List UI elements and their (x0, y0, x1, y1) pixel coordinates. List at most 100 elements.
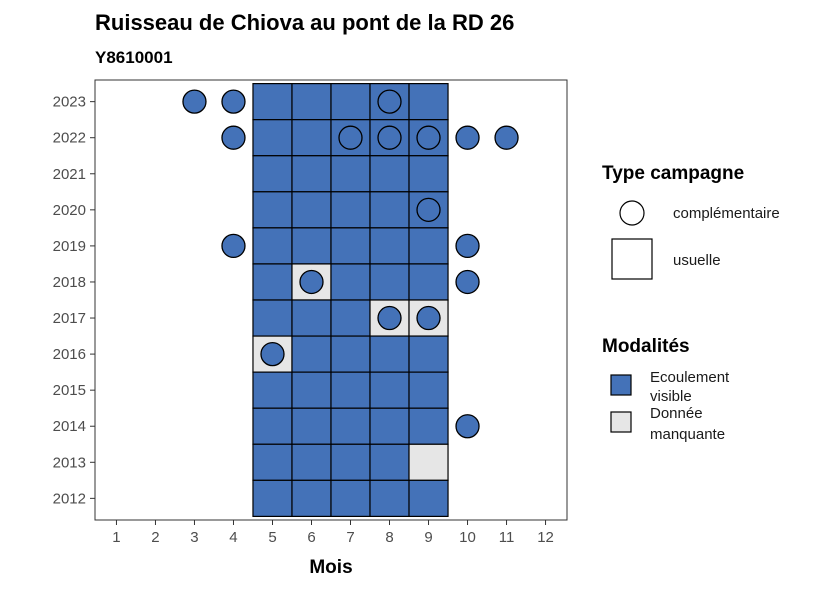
tile-2016-6 (291, 335, 332, 373)
legend: Type campagne complémentaire usuelle Mod… (602, 163, 780, 443)
tile-2016-7 (330, 335, 371, 373)
tile-2021-6 (291, 155, 332, 193)
legend-label-ecoulement-line1: Ecoulement (650, 369, 730, 386)
tile-2018-8 (369, 263, 410, 301)
tile-2013-5 (252, 443, 293, 481)
legend-key-ecoulement-visible (610, 374, 632, 396)
point-2023-4 (221, 89, 246, 114)
tile-2015-6 (291, 371, 332, 409)
legend-square-key (611, 238, 653, 280)
point-2022-4 (221, 125, 246, 150)
x-tick-label-4: 4 (229, 529, 237, 546)
x-tick-label-9: 9 (424, 529, 432, 546)
tile-2014-8 (369, 407, 410, 445)
y-tick-label-2017: 2017 (53, 310, 86, 327)
tile-2015-5 (252, 371, 293, 409)
legend-key-donnee-manquante (610, 411, 632, 433)
x-tick-label-5: 5 (268, 529, 276, 546)
legend-label-usuelle: usuelle (673, 252, 721, 269)
legend-label-ecoulement-line2: visible (650, 388, 692, 405)
point-2019-4 (221, 233, 246, 259)
tile-2017-6 (291, 299, 332, 337)
tile-2013-9 (408, 443, 449, 481)
y-tick-label-2021: 2021 (53, 166, 86, 183)
point-2022-11 (494, 125, 519, 150)
tile-2021-7 (330, 155, 371, 193)
tile-2014-7 (330, 407, 371, 445)
y-tick-label-2016: 2016 (53, 346, 86, 363)
tile-2014-9 (408, 407, 449, 445)
x-tick-label-11: 11 (499, 529, 515, 546)
tile-2021-5 (252, 155, 293, 193)
tile-2020-8 (369, 191, 410, 229)
y-tick-label-2015: 2015 (53, 382, 86, 399)
x-tick-label-7: 7 (346, 529, 354, 546)
chart-title: Ruisseau de Chiova au pont de la RD 26 (95, 10, 514, 35)
tiles-layer (252, 83, 449, 517)
tile-2018-5 (252, 263, 293, 301)
tile-2021-9 (408, 155, 449, 193)
tile-2020-7 (330, 191, 371, 229)
points-layer (182, 89, 519, 439)
tile-2012-6 (291, 479, 332, 517)
point-2022-8 (377, 125, 402, 150)
tile-2015-9 (408, 371, 449, 409)
legend-modalites-title: Modalités (602, 336, 690, 357)
tile-2018-7 (330, 263, 371, 301)
tile-2019-6 (291, 227, 332, 265)
x-tick-label-2: 2 (151, 529, 159, 546)
legend-label-donnee-line1: Donnée (650, 405, 703, 422)
point-2022-10 (455, 125, 480, 150)
tile-2019-9 (408, 227, 449, 265)
tile-2017-5 (252, 299, 293, 337)
legend-circle-key (619, 200, 645, 226)
tile-2019-5 (252, 227, 293, 265)
point-2018-10 (455, 269, 480, 295)
y-tick-label-2023: 2023 (53, 94, 86, 111)
tile-2022-6 (291, 119, 332, 157)
x-tick-label-12: 12 (537, 529, 554, 546)
tile-2022-5 (252, 119, 293, 157)
tile-2013-7 (330, 443, 371, 481)
tile-2015-8 (369, 371, 410, 409)
x-axis-label: Mois (309, 557, 352, 578)
tile-2015-7 (330, 371, 371, 409)
chart-subtitle: Y8610001 (95, 48, 173, 67)
panel-border (94, 79, 568, 521)
y-axis: 2012 2013 2014 2015 2016 2017 2018 2019 2020 2021… (53, 94, 95, 507)
tile-2013-8 (369, 443, 410, 481)
y-tick-label-2014: 2014 (53, 418, 86, 435)
y-tick-label-2020: 2020 (53, 202, 86, 219)
tile-2018-9 (408, 263, 449, 301)
point-2018-6 (299, 269, 324, 295)
tile-2023-9 (408, 83, 449, 121)
tile-2016-9 (408, 335, 449, 373)
tile-2020-6 (291, 191, 332, 229)
legend-type-title: Type campagne (602, 163, 744, 184)
tile-2021-8 (369, 155, 410, 193)
y-tick-label-2018: 2018 (53, 274, 86, 291)
point-2022-9 (416, 125, 441, 150)
x-tick-label-10: 10 (459, 529, 476, 546)
tile-2014-6 (291, 407, 332, 445)
tile-2023-5 (252, 83, 293, 121)
tile-2012-8 (369, 479, 410, 517)
legend-label-complementaire: complémentaire (673, 205, 780, 222)
y-tick-label-2012: 2012 (53, 490, 86, 507)
point-2016-5 (260, 341, 285, 367)
tile-2012-9 (408, 479, 449, 517)
tile-2016-8 (369, 335, 410, 373)
tile-2023-7 (330, 83, 371, 121)
y-tick-label-2019: 2019 (53, 238, 86, 255)
tile-2020-5 (252, 191, 293, 229)
x-axis: 1 2 3 4 5 6 7 8 9 10 11 12 (112, 520, 554, 546)
tile-2012-7 (330, 479, 371, 517)
tile-2019-8 (369, 227, 410, 265)
y-tick-label-2022: 2022 (53, 130, 86, 147)
x-tick-label-1: 1 (112, 529, 120, 546)
tile-2012-5 (252, 479, 293, 517)
y-tick-label-2013: 2013 (53, 454, 86, 471)
point-2017-9 (416, 305, 441, 331)
tile-2019-7 (330, 227, 371, 265)
